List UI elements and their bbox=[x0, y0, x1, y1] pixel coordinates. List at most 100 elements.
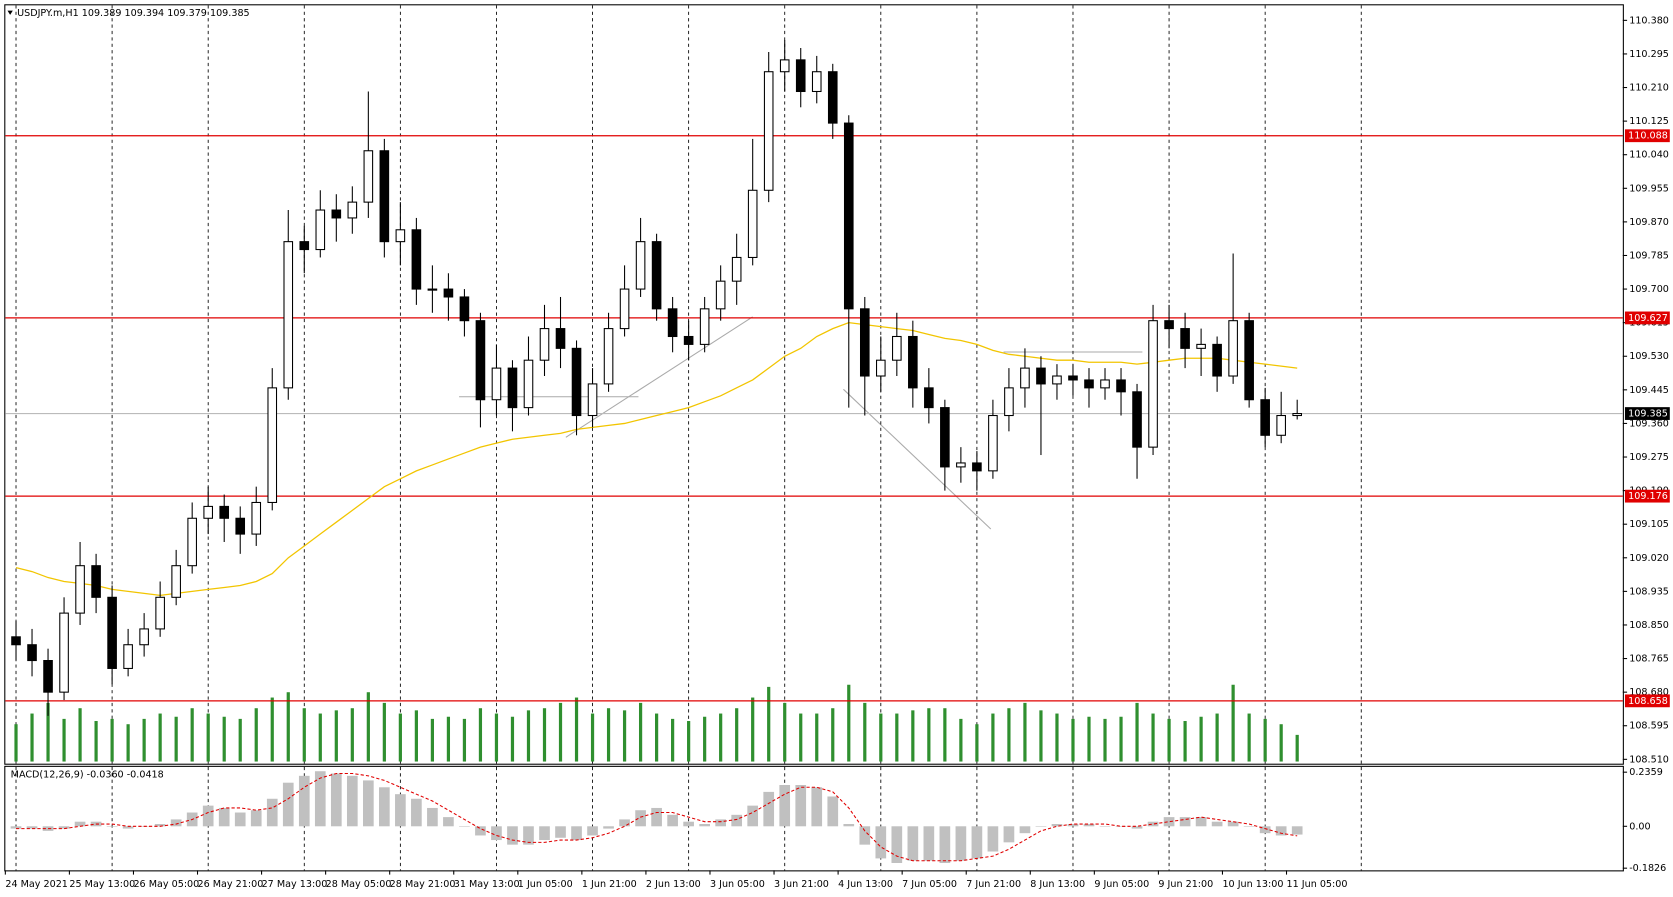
volume-bar bbox=[94, 721, 98, 762]
x-tick-label: 1 Jun 21:00 bbox=[582, 879, 637, 890]
trend-line bbox=[565, 316, 753, 438]
candle-body bbox=[171, 565, 181, 598]
macd-bar bbox=[1211, 821, 1223, 827]
candle-body bbox=[491, 367, 502, 401]
macd-bar bbox=[1259, 826, 1271, 834]
macd-bar bbox=[603, 826, 614, 829]
volume-bar bbox=[558, 702, 563, 762]
candle-body bbox=[91, 565, 101, 598]
volume-bar bbox=[302, 708, 306, 762]
volume-bar bbox=[446, 716, 451, 762]
macd-bar bbox=[763, 791, 775, 827]
volume-bar bbox=[430, 718, 434, 762]
candle-body bbox=[235, 517, 246, 535]
y-tick-label: 108.680 bbox=[1629, 687, 1669, 698]
x-tick-label: 10 Jun 13:00 bbox=[1222, 879, 1283, 890]
macd-bar bbox=[1051, 823, 1063, 827]
candle-body bbox=[1244, 320, 1254, 401]
macd-bar bbox=[923, 826, 935, 861]
volume-bar bbox=[671, 718, 675, 762]
volume-bar bbox=[1087, 716, 1091, 762]
x-tick-label: 25 May 13:00 bbox=[69, 879, 135, 890]
volume-bar bbox=[1007, 708, 1011, 762]
level-label-bg bbox=[1624, 129, 1670, 143]
candle-body bbox=[203, 505, 213, 519]
volume-bar bbox=[350, 708, 354, 762]
volume-bar bbox=[462, 718, 467, 762]
candle-body bbox=[1020, 367, 1030, 389]
macd-bar bbox=[827, 796, 839, 827]
x-tick-label: 26 May 21:00 bbox=[198, 879, 264, 890]
macd-bar bbox=[955, 826, 967, 861]
macd-bar bbox=[1003, 826, 1015, 843]
volume-bar bbox=[1231, 684, 1235, 762]
volume-bar bbox=[542, 708, 547, 762]
macd-bar bbox=[843, 823, 855, 827]
y-tick-label: 108.510 bbox=[1629, 754, 1669, 765]
macd-bar bbox=[715, 819, 726, 827]
macd-bar bbox=[266, 798, 278, 827]
candle-body bbox=[555, 328, 566, 349]
volume-bar bbox=[991, 713, 995, 762]
x-tick-label: 26 May 05:00 bbox=[133, 879, 199, 890]
level-label: 110.088 bbox=[1628, 131, 1668, 142]
y-tick-label: 108.765 bbox=[1629, 654, 1669, 665]
x-tick-label: 7 Jun 05:00 bbox=[902, 879, 957, 890]
candle-body bbox=[123, 644, 133, 669]
candle-body bbox=[811, 71, 822, 93]
volume-bar bbox=[783, 702, 787, 762]
candle-body bbox=[459, 296, 470, 322]
price-panel bbox=[4, 4, 1624, 765]
candle-body bbox=[59, 612, 69, 693]
candle-body bbox=[395, 229, 406, 243]
y-tick-label: 109.445 bbox=[1629, 385, 1669, 396]
level-label-bg bbox=[1624, 489, 1670, 503]
volume-bar bbox=[206, 713, 210, 762]
macd-bar bbox=[587, 826, 598, 836]
macd-bar bbox=[379, 787, 390, 827]
candle-body bbox=[843, 122, 854, 310]
y-tick-label: 108.595 bbox=[1629, 721, 1669, 732]
volume-bar bbox=[286, 692, 290, 762]
volume-bar bbox=[1119, 716, 1123, 762]
y-tick-label: 109.275 bbox=[1629, 452, 1669, 463]
candle-body bbox=[1228, 320, 1238, 377]
x-tick-label: 3 Jun 05:00 bbox=[710, 879, 765, 890]
candle-body bbox=[251, 501, 262, 535]
candle-body bbox=[507, 367, 518, 409]
y-tick-label: 109.955 bbox=[1629, 183, 1669, 194]
macd-signal bbox=[16, 772, 1298, 862]
macd-bar bbox=[1163, 817, 1175, 827]
candle-body bbox=[1212, 343, 1222, 377]
candle-body bbox=[859, 308, 870, 377]
volume-bar bbox=[382, 702, 386, 762]
symbol-header: USDJPY.m,H1 109.389 109.394 109.379 109.… bbox=[17, 8, 250, 19]
macd-bar bbox=[1291, 826, 1303, 835]
macd-bar bbox=[1147, 821, 1159, 827]
macd-bar bbox=[875, 826, 887, 859]
macd-bar bbox=[795, 784, 807, 827]
candle-body bbox=[667, 308, 678, 338]
volume-bar bbox=[46, 702, 50, 762]
x-tick-label: 31 May 13:00 bbox=[454, 879, 520, 890]
candle-body bbox=[699, 308, 710, 345]
macd-bar bbox=[971, 826, 983, 859]
macd-bar bbox=[779, 784, 791, 827]
moving-average bbox=[15, 321, 1298, 597]
volume-bar bbox=[638, 702, 643, 762]
x-tick-label: 28 May 21:00 bbox=[390, 879, 456, 890]
macd-bar bbox=[731, 814, 743, 827]
macd-bar bbox=[1067, 823, 1079, 827]
volume-bar bbox=[1103, 718, 1107, 762]
y-tick-label: 110.040 bbox=[1629, 150, 1669, 161]
candle-body bbox=[155, 596, 165, 630]
x-tick-label: 28 May 05:00 bbox=[326, 879, 392, 890]
macd-bar bbox=[330, 773, 342, 827]
candle-body bbox=[924, 387, 934, 409]
macd-bar bbox=[491, 826, 502, 841]
candle-body bbox=[635, 241, 646, 290]
volume-bar bbox=[847, 684, 851, 762]
macd-bar bbox=[234, 812, 246, 827]
volume-bar bbox=[1263, 718, 1267, 762]
